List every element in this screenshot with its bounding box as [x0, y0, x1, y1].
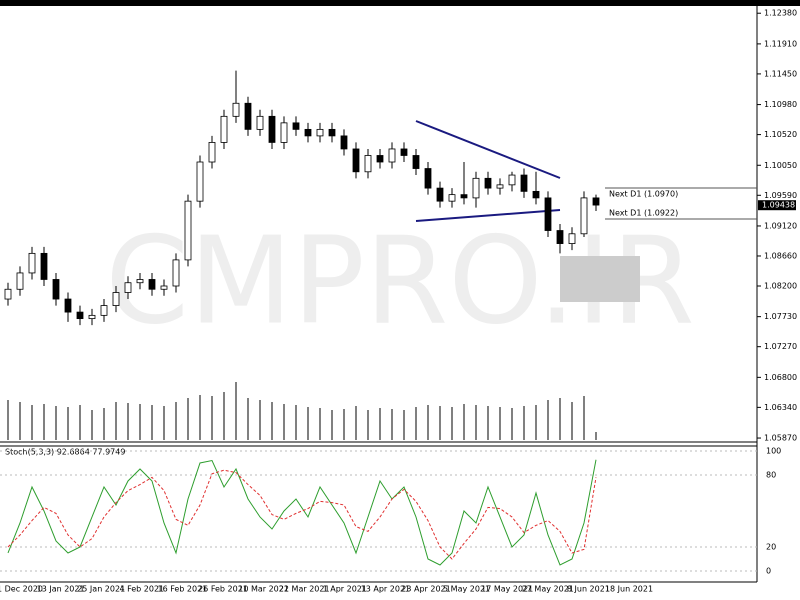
x-tick-label: 8 Jun 2021 [567, 585, 610, 594]
level-label: Next D1 (1.0922) [609, 209, 678, 218]
trendline [415, 209, 561, 222]
candle-body [568, 233, 576, 244]
y-tick-label: 1.12380 [764, 9, 797, 18]
candle-body [148, 279, 156, 290]
candle-body [424, 168, 432, 189]
candle-body [580, 197, 588, 235]
candle-body [160, 285, 168, 290]
candle-body [496, 184, 504, 189]
candle-body [520, 174, 528, 192]
candle-body [136, 279, 144, 284]
candle-body [388, 148, 396, 163]
x-tick-label: 1 Apr 2021 [323, 585, 367, 594]
candle-body [544, 197, 552, 231]
y-tick-label: 100 [766, 446, 781, 455]
y-tick-label: 80 [766, 470, 776, 479]
trendline [415, 120, 561, 179]
candle-body [184, 200, 192, 261]
y-tick-label: 0 [766, 566, 771, 575]
candle-body [400, 148, 408, 156]
candle-body [364, 155, 372, 173]
y-tick-label: 1.09590 [764, 191, 797, 200]
indicator-title: Stoch(5,3,3) 92.6864 77.9749 [5, 448, 125, 457]
candle-body [280, 122, 288, 143]
candle-body [268, 115, 276, 143]
level-label: Next D1 (1.0970) [609, 190, 678, 199]
last-price-box [758, 200, 796, 211]
candle-body [376, 155, 384, 163]
stoch-line [7, 469, 597, 560]
y-tick-label: 1.10050 [764, 161, 797, 170]
x-tick-label: 18 Jun 2021 [605, 585, 653, 594]
candle-body [172, 259, 180, 287]
top-frame [0, 0, 800, 6]
y-tick-label: 1.08200 [764, 281, 797, 290]
candle-body [52, 279, 60, 300]
candle-body [88, 314, 96, 320]
candle-body [28, 252, 36, 274]
x-tick-label: 10 Mar 2021 [238, 585, 289, 594]
y-tick-label: 1.11910 [764, 39, 797, 48]
y-tick-label: 1.07730 [764, 312, 797, 321]
y-tick-label: 1.08660 [764, 251, 797, 260]
candle-body [328, 128, 336, 137]
candle-body [448, 194, 456, 202]
candle-body [256, 115, 264, 130]
y-tick-label: 1.10520 [764, 130, 797, 139]
x-tick-label: 25 Jan 2021 [77, 585, 125, 594]
candle-body [460, 194, 468, 199]
candle-body [340, 135, 348, 150]
x-tick-label: 5 May 2021 [443, 585, 490, 594]
candle-body [412, 155, 420, 169]
candle-body [208, 142, 216, 163]
candle-body [532, 190, 540, 199]
y-tick-label: 1.05870 [764, 434, 797, 443]
candle-body [40, 252, 48, 280]
last-price-label: 1.09438 [762, 201, 795, 210]
y-tick-label: 20 [766, 542, 776, 551]
y-tick-label: 1.06340 [764, 403, 797, 412]
x-tick-label: 17 May 2021 [481, 585, 533, 594]
candle-body [232, 102, 240, 117]
candle-body [112, 292, 120, 306]
y-tick-label: 1.07270 [764, 342, 797, 351]
x-tick-label: 23 Apr 2021 [401, 585, 450, 594]
candle-body [64, 298, 72, 313]
candle-body [244, 102, 252, 130]
stoch-line [7, 459, 597, 566]
candle-body [508, 174, 516, 186]
candle-body [316, 128, 324, 137]
candle-body [220, 115, 228, 143]
candle-body [4, 288, 12, 300]
x-tick-label: 26 Feb 2021 [198, 585, 248, 594]
candle-body [556, 230, 564, 244]
candle-body [196, 161, 204, 202]
x-tick-label: 27 May 2021 [522, 585, 574, 594]
candle-body [352, 148, 360, 173]
candle-body [124, 282, 132, 293]
x-tick-label: 1 Dec 2020 [0, 585, 43, 594]
x-tick-label: 22 Mar 2021 [279, 585, 330, 594]
candle-body [484, 177, 492, 189]
zone-box [560, 256, 640, 302]
candle-body [472, 177, 480, 199]
candle-body [592, 197, 600, 206]
y-tick-label: 1.11450 [764, 69, 797, 78]
x-tick-label: 13 Apr 2021 [361, 585, 410, 594]
candle-body [436, 187, 444, 202]
x-tick-label: 16 Feb 2021 [158, 585, 208, 594]
candle-body [304, 128, 312, 137]
x-tick-label: 4 Feb 2021 [119, 585, 164, 594]
y-tick-label: 1.06800 [764, 373, 797, 382]
y-tick-label: 1.09120 [764, 221, 797, 230]
candle-body [292, 122, 300, 130]
candle-body [16, 272, 24, 290]
y-tick-label: 1.10980 [764, 100, 797, 109]
x-tick-label: 13 Jan 2021 [37, 585, 85, 594]
candle-body [76, 311, 84, 320]
candle-body [100, 305, 108, 316]
